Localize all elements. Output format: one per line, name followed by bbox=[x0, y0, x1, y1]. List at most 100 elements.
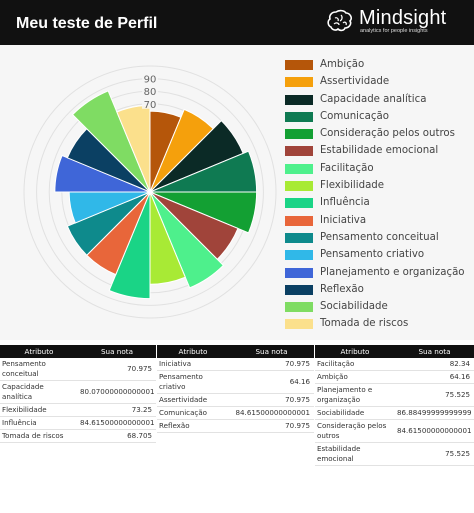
legend-label: Estabilidade emocional bbox=[320, 145, 439, 157]
legend-label: Sociabilidade bbox=[320, 301, 388, 313]
score-cell: 82.34 bbox=[395, 358, 474, 371]
legend-swatch bbox=[285, 198, 313, 209]
attribute-cell: Iniciativa bbox=[157, 358, 229, 371]
tick-label: 90 bbox=[144, 75, 157, 86]
attribute-cell: Flexibilidade bbox=[0, 403, 78, 417]
sector-5[interactable] bbox=[149, 191, 258, 234]
legend-swatch bbox=[285, 250, 313, 261]
legend-item[interactable]: Facilitação bbox=[285, 161, 470, 178]
attribute-cell: Influência bbox=[0, 416, 78, 430]
legend-label: Consideração pelos outros bbox=[320, 128, 455, 140]
page-header: Meu teste de Perfil Mindsight analytics … bbox=[0, 0, 474, 45]
legend-item[interactable]: Planejamento e organização bbox=[285, 265, 470, 282]
legend-swatch bbox=[285, 267, 313, 278]
legend-swatch bbox=[285, 181, 313, 192]
score-cell: 70.975 bbox=[229, 358, 314, 371]
legend-item[interactable]: Comunicação bbox=[285, 109, 470, 126]
table-row: Planejamento e organização 75.525 bbox=[315, 383, 474, 407]
score-cell: 68.705 bbox=[78, 429, 156, 443]
score-cell: 64.16 bbox=[229, 370, 314, 394]
attribute-cell: Sociabilidade bbox=[315, 406, 395, 420]
column-header-score: Sua nota bbox=[395, 345, 474, 358]
brand-name: Mindsight bbox=[359, 7, 447, 29]
column-header-score: Sua nota bbox=[78, 345, 156, 358]
legend-item[interactable]: Influência bbox=[285, 195, 470, 212]
grid-ring bbox=[23, 65, 277, 319]
sector-13[interactable] bbox=[54, 154, 151, 193]
attribute-cell: Pensamento conceitual bbox=[0, 358, 78, 381]
table-row: Iniciativa 70.975 bbox=[157, 358, 314, 371]
sector-11[interactable] bbox=[66, 191, 151, 256]
legend-item[interactable]: Tomada de riscos bbox=[285, 316, 470, 333]
legend-label: Capacidade analítica bbox=[320, 93, 427, 105]
attribute-cell: Capacidade analítica bbox=[0, 380, 78, 404]
legend-swatch bbox=[285, 77, 313, 88]
legend-swatch bbox=[285, 94, 313, 105]
scores-table-1: Atributo Sua nota Pensamento conceitual 7… bbox=[0, 345, 156, 443]
legend-swatch bbox=[285, 302, 313, 313]
legend-item[interactable]: Pensamento conceitual bbox=[285, 230, 470, 247]
score-cell: 70.975 bbox=[229, 419, 314, 433]
table-row: Sociabilidade 86.88499999999999 bbox=[315, 406, 474, 420]
legend-item[interactable]: Assertividade bbox=[285, 74, 470, 91]
legend-label: Iniciativa bbox=[320, 214, 367, 226]
legend-item[interactable]: Iniciativa bbox=[285, 213, 470, 230]
page-title: Meu teste de Perfil bbox=[16, 15, 158, 32]
legend-swatch bbox=[285, 284, 313, 295]
score-cell: 80.07000000000001 bbox=[78, 380, 156, 404]
legend-item[interactable]: Estabilidade emocional bbox=[285, 143, 470, 160]
tick-label-bg bbox=[142, 86, 158, 97]
legend-swatch bbox=[285, 129, 313, 140]
table-row: Pensamento criativo 64.16 bbox=[157, 370, 314, 394]
score-cell: 64.16 bbox=[395, 370, 474, 384]
legend-label: Pensamento criativo bbox=[320, 249, 425, 261]
legend-swatch bbox=[285, 232, 313, 243]
table-row: Influência 84.61500000000001 bbox=[0, 416, 156, 430]
legend-item[interactable]: Pensamento criativo bbox=[285, 247, 470, 264]
table-row: Estabilidade emocional 75.525 bbox=[315, 442, 474, 466]
legend-swatch bbox=[285, 163, 313, 174]
legend-item[interactable]: Consideração pelos outros bbox=[285, 126, 470, 143]
legend-swatch bbox=[285, 146, 313, 157]
attribute-cell: Facilitação bbox=[315, 358, 395, 371]
score-cell: 84.61500000000001 bbox=[395, 419, 474, 443]
legend-label: Flexibilidade bbox=[320, 180, 385, 192]
score-cell: 70.975 bbox=[229, 393, 314, 407]
attribute-cell: Consideração pelos outros bbox=[315, 419, 395, 443]
scores-tables: Atributo Sua nota Pensamento conceitual 7… bbox=[0, 342, 474, 513]
chart-panel: 90 80 70 Ambição Assertividade Capacidade an… bbox=[0, 45, 474, 340]
sector-15[interactable] bbox=[71, 90, 151, 193]
legend-item[interactable]: Sociabilidade bbox=[285, 299, 470, 316]
legend-label: Influência bbox=[320, 197, 370, 209]
sector-7[interactable] bbox=[149, 191, 225, 289]
table-row: Comunicação 84.61500000000001 bbox=[157, 406, 314, 420]
score-cell: 84.61500000000001 bbox=[229, 406, 314, 420]
scores-table-2: Atributo Sua nota Iniciativa 70.975 Pensam… bbox=[157, 345, 314, 433]
attribute-cell: Estabilidade emocional bbox=[315, 442, 395, 466]
table-row: Flexibilidade 73.25 bbox=[0, 403, 156, 417]
legend-label: Pensamento conceitual bbox=[320, 231, 439, 243]
sector-9[interactable] bbox=[108, 191, 151, 300]
attribute-cell: Pensamento criativo bbox=[157, 370, 229, 394]
score-cell: 70.975 bbox=[78, 358, 156, 381]
column-header-attribute: Atributo bbox=[157, 345, 229, 358]
table-row: Reflexão 70.975 bbox=[157, 419, 314, 433]
table-row: Ambição 64.16 bbox=[315, 370, 474, 384]
attribute-cell: Ambição bbox=[315, 370, 395, 384]
legend-item[interactable]: Ambição bbox=[285, 57, 470, 74]
attribute-cell: Planejamento e organização bbox=[315, 383, 395, 407]
attribute-cell: Comunicação bbox=[157, 406, 229, 420]
table-row: Assertividade 70.975 bbox=[157, 393, 314, 407]
column-header-attribute: Atributo bbox=[315, 345, 395, 358]
legend-label: Comunicação bbox=[320, 110, 389, 122]
attribute-cell: Tomada de riscos bbox=[0, 429, 78, 443]
brain-icon bbox=[327, 9, 353, 32]
brand-logo: Mindsight analytics for people insights bbox=[326, 7, 466, 38]
legend-swatch bbox=[285, 111, 313, 122]
brand-tagline: analytics for people insights bbox=[360, 28, 428, 34]
legend-item[interactable]: Capacidade analítica bbox=[285, 92, 470, 109]
legend-label: Facilitação bbox=[320, 162, 374, 174]
legend-item[interactable]: Flexibilidade bbox=[285, 178, 470, 195]
tick-label: 70 bbox=[144, 100, 157, 111]
legend-item[interactable]: Reflexão bbox=[285, 282, 470, 299]
